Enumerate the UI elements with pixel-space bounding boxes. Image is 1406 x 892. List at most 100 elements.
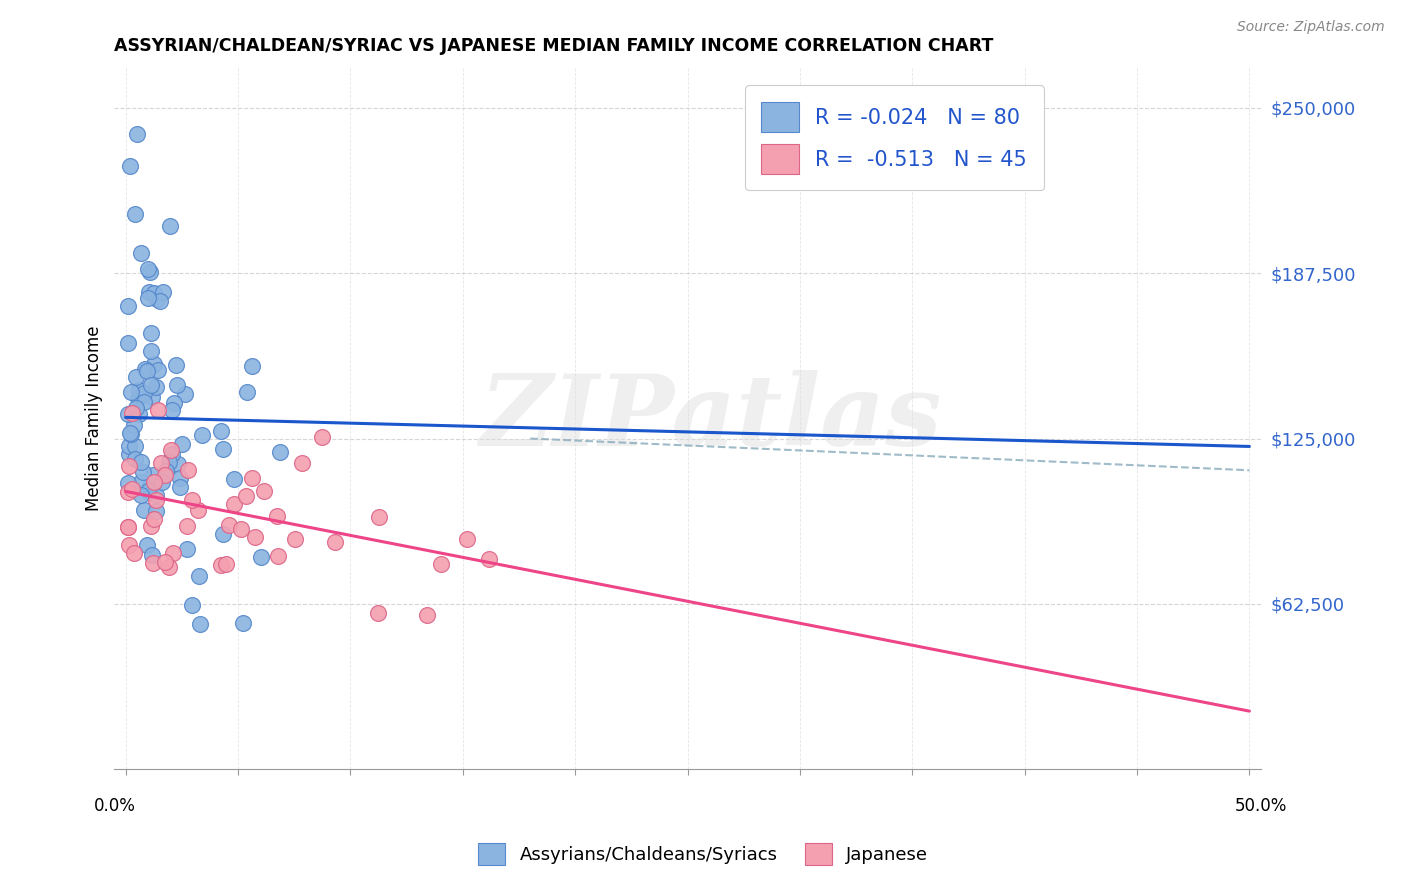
Point — [117, 520, 139, 534]
Point — [121, 482, 143, 496]
Point — [165, 358, 187, 372]
Point — [141, 343, 163, 358]
Point — [456, 532, 478, 546]
Text: 50.0%: 50.0% — [1234, 797, 1286, 815]
Point — [176, 463, 198, 477]
Point — [155, 555, 177, 569]
Point — [240, 471, 263, 485]
Point — [142, 468, 165, 483]
Point — [136, 291, 159, 305]
Point — [124, 206, 146, 220]
Point — [235, 489, 257, 503]
Point — [157, 559, 180, 574]
Point — [139, 326, 162, 341]
Legend: R = -0.024   N = 80, R =  -0.513   N = 45: R = -0.024 N = 80, R = -0.513 N = 45 — [745, 86, 1043, 190]
Point — [267, 549, 290, 563]
Point — [188, 569, 211, 583]
Point — [160, 403, 183, 417]
Point — [240, 359, 263, 373]
Point — [128, 407, 150, 421]
Point — [173, 387, 195, 401]
Point — [160, 447, 183, 461]
Point — [134, 503, 156, 517]
Point — [142, 557, 165, 571]
Point — [117, 407, 139, 421]
Point — [139, 265, 162, 279]
Point — [429, 558, 451, 572]
Point — [117, 475, 139, 490]
Text: ZIPatlas: ZIPatlas — [479, 370, 942, 467]
Point — [118, 538, 141, 552]
Point — [180, 599, 202, 613]
Point — [152, 285, 174, 300]
Point — [117, 519, 139, 533]
Point — [163, 396, 186, 410]
Point — [141, 548, 163, 562]
Point — [131, 246, 153, 260]
Point — [125, 370, 148, 384]
Point — [136, 483, 159, 498]
Point — [125, 127, 148, 141]
Point — [153, 468, 176, 483]
Point — [284, 532, 307, 546]
Point — [120, 384, 142, 399]
Point — [176, 519, 198, 533]
Point — [118, 459, 141, 474]
Point — [129, 475, 152, 489]
Point — [211, 424, 233, 438]
Point — [142, 285, 165, 300]
Point — [212, 526, 235, 541]
Point — [143, 512, 166, 526]
Point — [134, 362, 156, 376]
Text: Source: ZipAtlas.com: Source: ZipAtlas.com — [1237, 20, 1385, 34]
Point — [148, 403, 170, 417]
Point — [323, 535, 346, 549]
Point — [176, 541, 198, 556]
Point — [138, 285, 160, 299]
Y-axis label: Median Family Income: Median Family Income — [86, 326, 103, 511]
Point — [145, 488, 167, 502]
Point — [118, 426, 141, 441]
Point — [159, 219, 181, 234]
Point — [136, 364, 159, 378]
Point — [149, 294, 172, 309]
Point — [143, 475, 166, 490]
Point — [127, 391, 149, 405]
Point — [139, 479, 162, 493]
Point — [157, 455, 180, 469]
Point — [117, 485, 139, 500]
Point — [236, 384, 259, 399]
Point — [142, 357, 165, 371]
Point — [215, 557, 238, 571]
Point — [367, 606, 389, 620]
Point — [159, 442, 181, 457]
Point — [118, 447, 141, 461]
Point — [218, 518, 240, 533]
Point — [134, 395, 156, 409]
Point — [269, 444, 291, 458]
Point — [250, 550, 273, 565]
Point — [125, 401, 148, 416]
Point — [211, 442, 233, 457]
Point — [118, 439, 141, 453]
Point — [311, 429, 333, 443]
Point — [170, 436, 193, 450]
Point — [124, 439, 146, 453]
Point — [150, 456, 173, 470]
Point — [145, 380, 167, 394]
Text: 0.0%: 0.0% — [93, 797, 135, 815]
Point — [253, 483, 276, 498]
Point — [166, 457, 188, 471]
Point — [191, 428, 214, 442]
Point — [243, 530, 266, 544]
Point — [150, 475, 173, 489]
Point — [117, 336, 139, 351]
Point — [120, 159, 142, 173]
Point — [132, 465, 155, 479]
Point — [145, 504, 167, 518]
Point — [122, 418, 145, 433]
Point — [416, 608, 439, 623]
Point — [117, 299, 139, 313]
Point — [166, 378, 188, 392]
Point — [129, 455, 152, 469]
